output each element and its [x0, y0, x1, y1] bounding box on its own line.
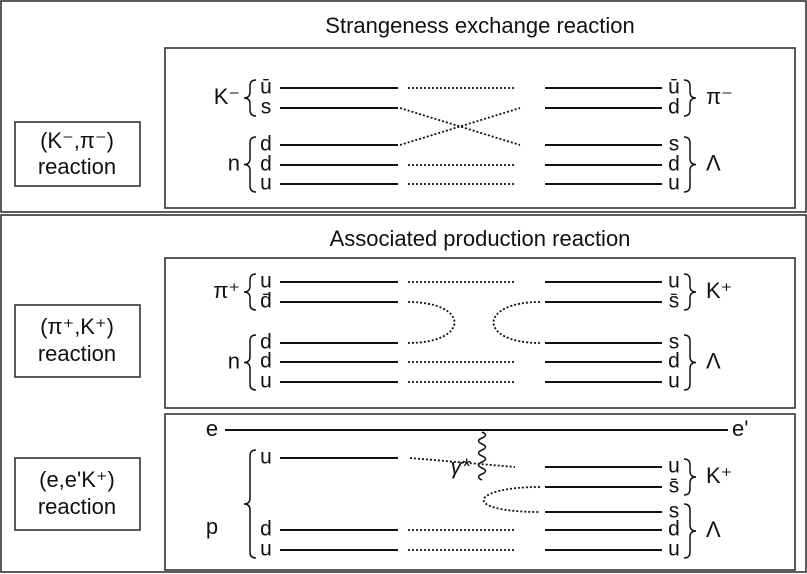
- quark-label: s: [669, 133, 680, 156]
- dotted-line: [407, 301, 456, 344]
- dotted-line: [399, 107, 521, 146]
- panel: [0, 0, 807, 213]
- quark-label: u: [668, 270, 680, 293]
- quark-label: d: [668, 350, 680, 373]
- dotted-line: [399, 107, 521, 146]
- reaction-label: reaction: [38, 341, 116, 366]
- quark-label: u: [260, 370, 272, 393]
- particle-label: K⁻: [214, 84, 240, 109]
- quark-label: ū: [260, 76, 272, 99]
- quark-label: d: [260, 518, 272, 541]
- quark-label: u: [260, 538, 272, 561]
- quark-label: s̄: [669, 290, 680, 313]
- reaction-label: (K⁻,π⁻): [40, 128, 114, 153]
- label-box: [14, 457, 141, 531]
- particle-label: Λ: [706, 517, 721, 542]
- particle-label: K⁺: [706, 463, 732, 488]
- brace: [243, 449, 257, 559]
- particle-label: e': [732, 416, 748, 441]
- diagram-box: [164, 47, 796, 209]
- brace: [683, 458, 697, 496]
- quark-label: s: [669, 500, 680, 523]
- particle-label: n: [228, 150, 240, 175]
- particle-label: π⁻: [706, 84, 733, 109]
- particle-label: π⁺: [213, 278, 240, 303]
- brace: [683, 79, 697, 117]
- quark-label: d: [260, 331, 272, 354]
- brace: [683, 273, 697, 311]
- particle-label: e: [206, 416, 218, 441]
- quark-label: u: [668, 172, 680, 195]
- brace: [683, 334, 697, 391]
- quark-label: d: [260, 350, 272, 373]
- label-box: [14, 121, 141, 187]
- quark-label: d: [668, 518, 680, 541]
- particle-label: K⁺: [706, 278, 732, 303]
- reaction-label: reaction: [38, 154, 116, 179]
- quark-label: d: [260, 153, 272, 176]
- quark-label: d: [668, 96, 680, 119]
- particle-label: Λ: [706, 348, 721, 373]
- particle-label: p: [206, 514, 218, 539]
- reaction-label: (π⁺,K⁺): [40, 314, 114, 339]
- quark-label: d: [260, 133, 272, 156]
- label-box: [14, 304, 141, 378]
- brace: [683, 136, 697, 193]
- quark-label: u: [668, 455, 680, 478]
- reaction-label: (e,e'K⁺): [39, 467, 115, 492]
- quark-label: s̄: [669, 475, 680, 498]
- photon-line: [477, 431, 487, 481]
- brace: [243, 273, 257, 311]
- particle-label: Λ: [706, 150, 721, 175]
- quark-label: s: [261, 96, 272, 119]
- dotted-line: [482, 486, 541, 513]
- quark-label: ū: [668, 76, 680, 99]
- brace: [683, 503, 697, 559]
- quark-label: u: [668, 370, 680, 393]
- diagram-box: [164, 413, 796, 571]
- quark-label: s: [669, 331, 680, 354]
- quark-label: u: [260, 172, 272, 195]
- quark-label: d̄: [260, 290, 272, 313]
- quark-label: d: [668, 153, 680, 176]
- panel: [0, 214, 807, 573]
- quark-label: u: [668, 538, 680, 561]
- brace: [243, 136, 257, 193]
- quark-label: u: [260, 446, 272, 469]
- panel-title: Associated production reaction: [330, 226, 631, 251]
- dotted-line: [492, 301, 541, 344]
- dotted-line: [409, 457, 516, 468]
- particle-label: n: [228, 348, 240, 373]
- brace: [243, 334, 257, 391]
- quark-label: u: [260, 270, 272, 293]
- photon-label: γ*: [450, 454, 471, 479]
- diagram-box: [164, 257, 796, 409]
- panel-title: Strangeness exchange reaction: [325, 13, 634, 38]
- brace: [243, 79, 257, 117]
- reaction-label: reaction: [38, 494, 116, 519]
